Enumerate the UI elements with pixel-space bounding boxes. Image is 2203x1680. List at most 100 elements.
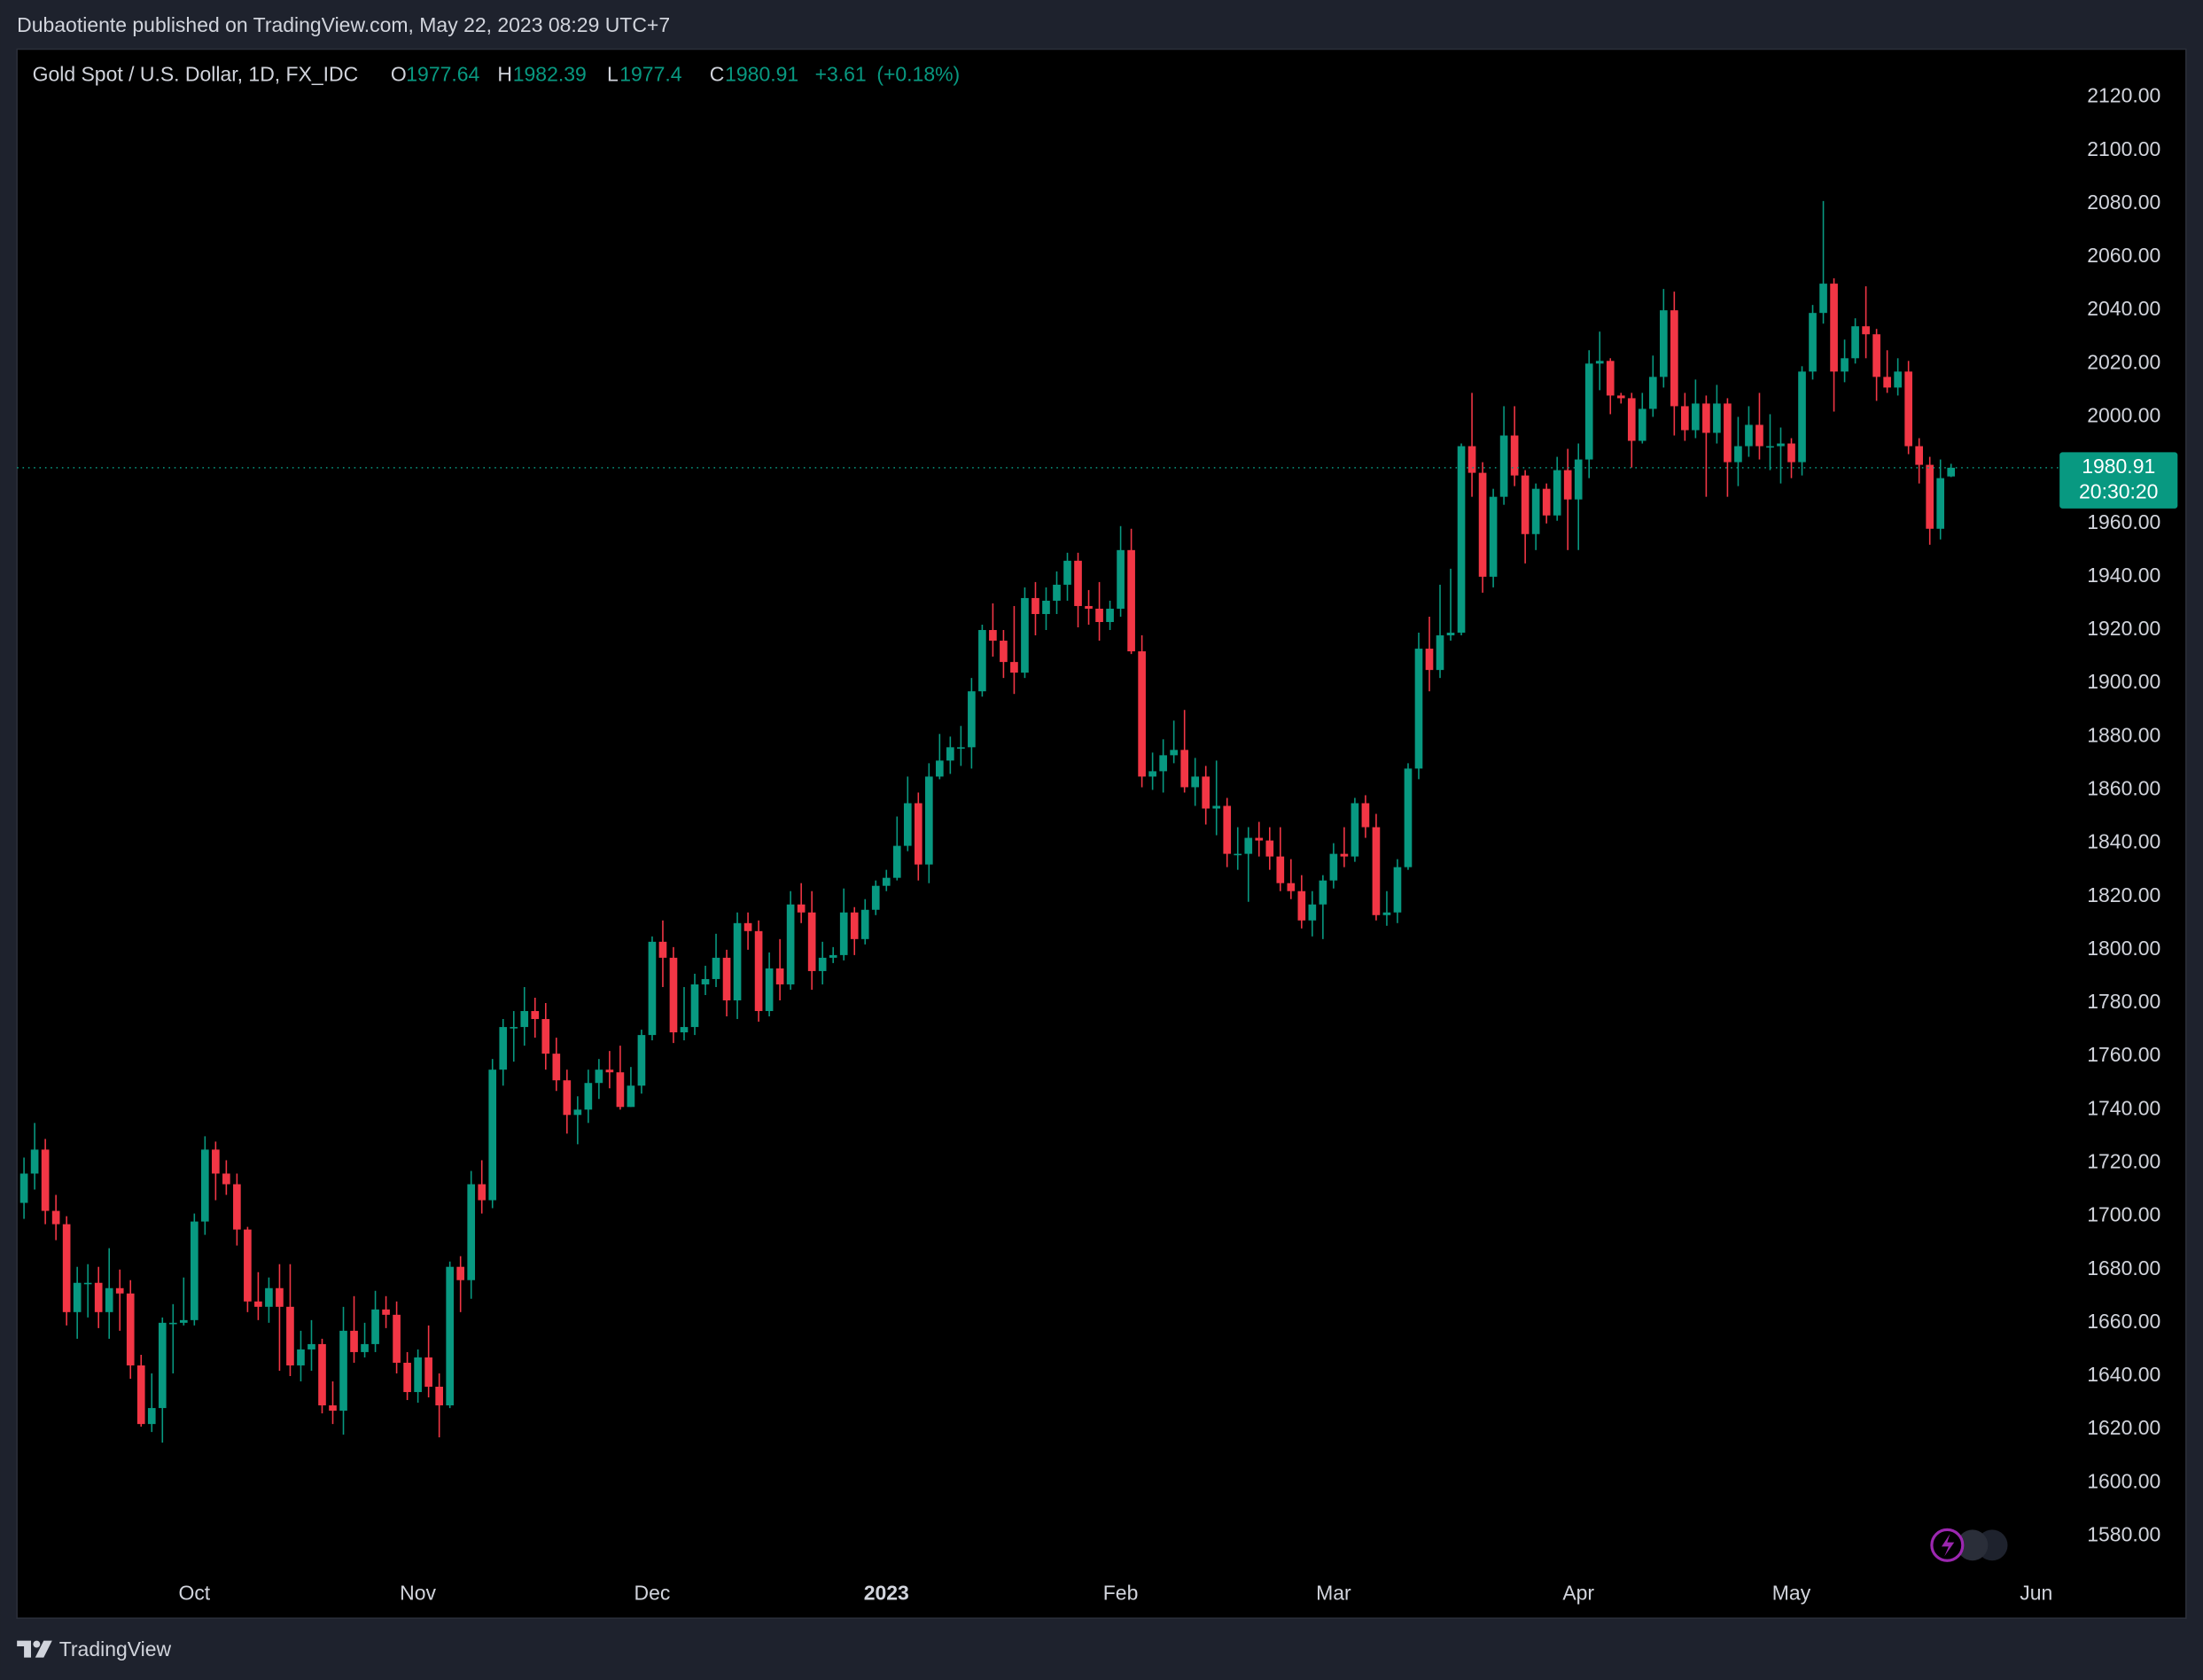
icon-bolt <box>1942 1534 1955 1557</box>
candle-body <box>1351 803 1359 857</box>
y-tick-label: 1800.00 <box>2087 937 2160 960</box>
candle-body <box>1595 361 1604 364</box>
candle-body <box>1212 805 1221 809</box>
candle-body <box>860 909 869 939</box>
candle-body <box>1904 371 1912 447</box>
y-tick-label: 2060.00 <box>2087 244 2160 267</box>
candle-body <box>1042 600 1050 614</box>
candle-body <box>968 691 976 748</box>
candle-body <box>1148 771 1156 777</box>
candle-body <box>1724 403 1732 463</box>
candle-body <box>1606 361 1615 396</box>
candle-body <box>712 957 720 979</box>
candle-body <box>1809 313 1817 372</box>
candle-body <box>1404 768 1413 867</box>
candle-body <box>936 760 944 777</box>
y-tick-label: 2000.00 <box>2087 404 2160 427</box>
candle-body <box>1851 326 1859 359</box>
y-tick-label: 2040.00 <box>2087 297 2160 320</box>
candle-body <box>51 1210 60 1225</box>
candle-body <box>147 1408 156 1425</box>
low-prefix: L <box>607 63 619 86</box>
x-tick-label: 2023 <box>864 1581 909 1604</box>
candle-body <box>168 1322 177 1325</box>
candle-body <box>1063 560 1071 585</box>
candle-body <box>286 1306 294 1365</box>
x-tick-label: Jun <box>2020 1581 2052 1604</box>
candle-body <box>1414 649 1423 769</box>
y-tick-label: 2100.00 <box>2087 137 2160 160</box>
candle-body <box>403 1362 411 1393</box>
candle-body <box>1340 853 1349 857</box>
candle-body <box>1553 470 1561 516</box>
lightning-icon[interactable] <box>1930 1528 2008 1562</box>
candle-body <box>1862 326 1870 335</box>
y-tick-label: 1760.00 <box>2087 1043 2160 1066</box>
candle-body <box>62 1224 71 1312</box>
x-tick-label: Nov <box>400 1581 436 1604</box>
candle-body <box>158 1322 167 1409</box>
candle-body <box>233 1184 241 1230</box>
candle-body <box>179 1319 188 1323</box>
candle-body <box>1127 549 1135 652</box>
candle-body <box>1393 867 1402 913</box>
candle-body <box>595 1069 603 1084</box>
y-tick-label: 1820.00 <box>2087 883 2160 906</box>
candle-body <box>435 1387 443 1406</box>
candle-body <box>1138 651 1146 777</box>
y-tick-label: 1740.00 <box>2087 1096 2160 1119</box>
candle-body <box>488 1069 497 1201</box>
candle-body <box>1053 584 1061 601</box>
candle-body <box>115 1287 124 1294</box>
candle-body <box>361 1343 369 1352</box>
candle-body <box>786 904 795 984</box>
candle-body <box>1936 478 1945 529</box>
footer-logo <box>17 1640 52 1658</box>
candle-body <box>914 803 922 865</box>
candle-body <box>1287 883 1296 891</box>
candle-body <box>1170 750 1178 756</box>
candle-body <box>1883 377 1891 388</box>
y-tick-label: 1880.00 <box>2087 723 2160 746</box>
y-tick-label: 2020.00 <box>2087 350 2160 373</box>
candle-body <box>957 747 965 749</box>
candles <box>19 200 1956 1443</box>
candle-body <box>1915 446 1923 465</box>
candle-body <box>1191 776 1200 788</box>
candle-body <box>1276 856 1285 883</box>
candle-body <box>839 912 848 955</box>
candle-body <box>307 1343 315 1349</box>
candle-body <box>520 1011 529 1028</box>
candle-body <box>382 1309 390 1315</box>
candle-body <box>1702 403 1710 433</box>
y-tick-label: 1960.00 <box>2087 510 2160 533</box>
open-prefix: O <box>391 63 407 86</box>
candle-body <box>1872 334 1880 377</box>
candle-body <box>733 922 742 1001</box>
y-tick-label: 1680.00 <box>2087 1256 2160 1279</box>
candle-body <box>701 978 710 984</box>
x-tick-label: Mar <box>1316 1581 1351 1604</box>
close-value: 1980.91 <box>725 63 798 86</box>
candle-body <box>797 904 806 913</box>
candle-body <box>1436 635 1444 671</box>
candle-body <box>978 630 986 692</box>
candle-body <box>1830 284 1838 372</box>
candle-body <box>531 1011 540 1020</box>
candle-body <box>424 1357 432 1388</box>
candle-body <box>903 803 912 846</box>
candle-body <box>754 930 763 1012</box>
y-tick-label: 1780.00 <box>2087 990 2160 1013</box>
candle-body <box>1031 597 1039 614</box>
candle-body <box>1382 912 1391 915</box>
candle-body <box>1074 560 1082 606</box>
candle-body <box>456 1266 465 1280</box>
candle-body <box>467 1184 476 1280</box>
candle-body <box>1255 837 1264 841</box>
candle-body <box>1670 310 1678 407</box>
candle-body <box>1180 750 1188 788</box>
icon-dot <box>1957 1529 1989 1561</box>
candle-body <box>1627 398 1636 441</box>
